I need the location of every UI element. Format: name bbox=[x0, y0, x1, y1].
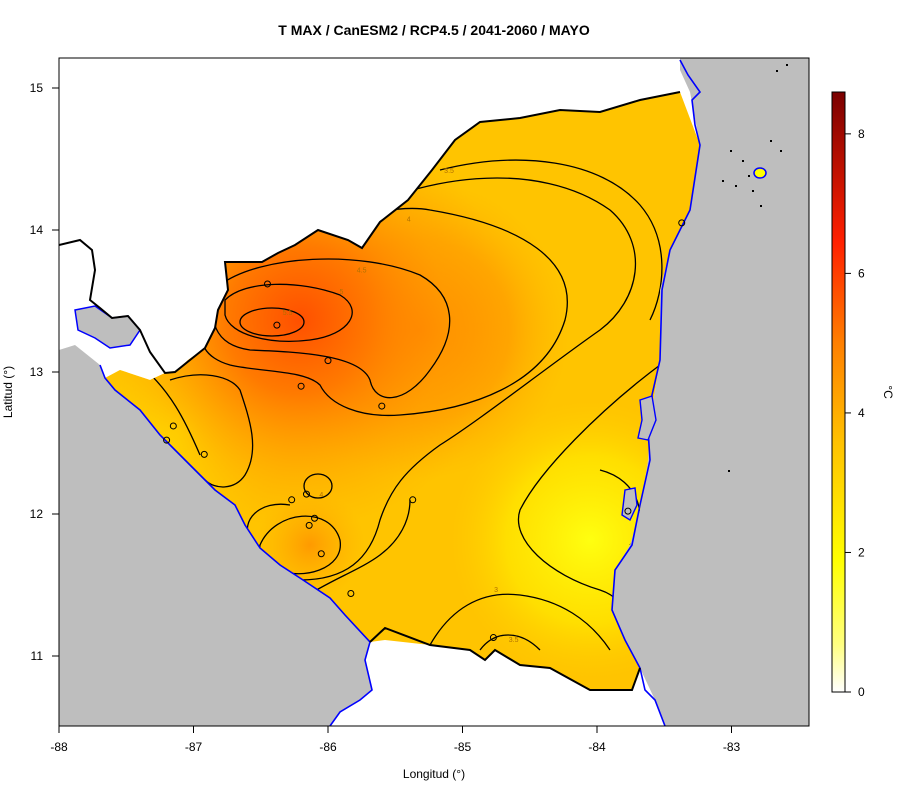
contour-lines bbox=[139, 159, 663, 651]
x-tick-label: -84 bbox=[588, 740, 606, 754]
x-axis-label: Longitud (°) bbox=[403, 767, 465, 781]
pacific-ocean bbox=[59, 345, 372, 726]
cays bbox=[722, 64, 788, 472]
y-axis-ticks: 11 12 13 14 15 bbox=[30, 81, 59, 663]
station-marker bbox=[489, 634, 497, 642]
x-tick-label: -88 bbox=[50, 740, 68, 754]
station-marker bbox=[288, 496, 296, 504]
coastline bbox=[611, 59, 702, 726]
x-tick-label: -83 bbox=[723, 740, 741, 754]
station-marker bbox=[317, 550, 325, 558]
station-marker bbox=[169, 422, 177, 430]
station-marker bbox=[163, 436, 171, 444]
colorbar-unit: °C bbox=[881, 385, 895, 399]
y-tick-label: 15 bbox=[30, 81, 44, 95]
y-tick-label: 12 bbox=[30, 507, 44, 521]
contour-label: 3.5 bbox=[509, 637, 519, 644]
station-marker bbox=[200, 450, 208, 458]
north-border bbox=[59, 91, 681, 375]
x-axis-ticks: -88 -87 -86 -85 -84 -83 bbox=[50, 726, 740, 754]
contour-label: 4.5 bbox=[357, 268, 367, 275]
y-tick-label: 14 bbox=[30, 223, 44, 237]
station-marker bbox=[273, 321, 281, 329]
colorbar bbox=[831, 91, 846, 693]
station-marker bbox=[302, 490, 310, 498]
station-marker bbox=[297, 382, 305, 390]
station-marker bbox=[324, 357, 332, 365]
contour-label: 3 bbox=[494, 587, 498, 594]
station-marker bbox=[305, 521, 313, 529]
colorbar-tick-label: 2 bbox=[858, 545, 865, 559]
y-tick-label: 11 bbox=[31, 649, 44, 663]
colorbar-tick-label: 0 bbox=[858, 685, 865, 699]
y-tick-label: 13 bbox=[30, 365, 44, 379]
bluefields-lagoon bbox=[621, 487, 638, 522]
contour-labels: 5.5 5 4.5 4 3.5 4 3 3.5 bbox=[283, 168, 519, 644]
caribbean-ocean bbox=[612, 58, 809, 726]
south-border bbox=[369, 626, 641, 691]
station-marker bbox=[678, 219, 686, 227]
station-marker bbox=[409, 496, 417, 504]
x-tick-label: -85 bbox=[454, 740, 472, 754]
contour-label: 4 bbox=[319, 492, 323, 499]
chart-title: T MAX / CanESM2 / RCP4.5 / 2041-2060 / M… bbox=[278, 22, 590, 38]
pacific-coastline bbox=[99, 364, 373, 726]
contour-label: 5 bbox=[339, 289, 343, 296]
contour-label: 4 bbox=[407, 216, 411, 223]
stations bbox=[163, 219, 686, 642]
colorbar-tick-label: 8 bbox=[858, 127, 865, 141]
x-tick-label: -87 bbox=[185, 740, 203, 754]
station-marker bbox=[311, 514, 319, 522]
station-marker bbox=[263, 280, 271, 288]
y-axis-label: Latitud (°) bbox=[1, 366, 15, 418]
station-marker bbox=[347, 590, 355, 598]
pearl-lagoon bbox=[637, 395, 657, 441]
station-marker bbox=[378, 402, 386, 410]
colorbar-tick-label: 6 bbox=[858, 266, 865, 280]
colorbar-tick-label: 4 bbox=[858, 406, 865, 420]
colorbar-ticks: 0 2 4 6 8 bbox=[845, 127, 865, 699]
x-tick-label: -86 bbox=[319, 740, 337, 754]
station-marker bbox=[624, 507, 632, 515]
plot-frame bbox=[58, 57, 810, 727]
contour-label: 5.5 bbox=[283, 310, 293, 317]
contour-label: 3.5 bbox=[444, 168, 454, 175]
